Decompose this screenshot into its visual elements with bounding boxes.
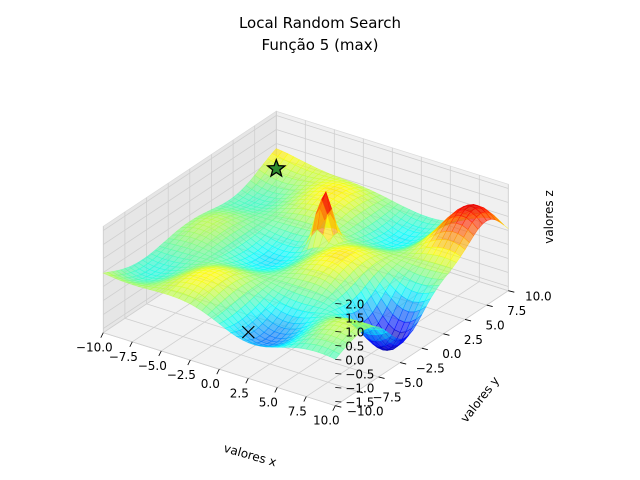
x-tick-mark <box>187 359 191 366</box>
y-tick-mark <box>443 333 450 336</box>
y-tick-label: 0.0 <box>442 347 461 361</box>
x-tick-label: −7.5 <box>109 350 138 364</box>
grid-line <box>103 115 277 231</box>
start-point-x-marker <box>241 325 255 339</box>
z-tick-label: −1.5 <box>345 396 374 410</box>
axis-ticks: −10.0−7.5−5.0−2.50.02.55.07.510.0−10.0−7… <box>76 290 552 428</box>
y-tick-label: 2.5 <box>464 333 483 347</box>
y-tick-label: 5.0 <box>486 318 505 332</box>
z-tick-label: 0.0 <box>345 354 364 368</box>
x-tick-label: −5.0 <box>138 359 167 373</box>
x-tick-label: 7.5 <box>288 405 307 419</box>
z-tick-mark <box>335 303 342 305</box>
x-tick-label: 10.0 <box>313 414 340 428</box>
x-tick-mark <box>216 369 220 375</box>
z-tick-mark <box>335 401 342 403</box>
z-tick-label: 2.0 <box>345 298 364 312</box>
y-axis-label: valores y <box>458 374 502 425</box>
x-tick-label: 0.0 <box>201 377 220 391</box>
z-tick-mark <box>335 331 342 333</box>
x-tick-mark <box>303 396 307 402</box>
grid-line <box>103 129 277 245</box>
z-tick-mark <box>335 345 342 347</box>
grid-line <box>276 115 509 189</box>
y-tick-mark <box>421 347 428 351</box>
surface-patch <box>329 350 341 360</box>
y-tick-mark <box>335 405 342 408</box>
y-tick-mark <box>378 376 385 379</box>
chart-title: Local Random Search <box>239 14 401 32</box>
grid-line <box>103 157 277 273</box>
y-tick-label: −2.5 <box>416 362 445 376</box>
y-tick-label: −5.0 <box>394 376 423 390</box>
markers <box>241 157 287 339</box>
x-tick-mark <box>158 350 162 357</box>
x-tick-mark <box>100 332 104 338</box>
y-tick-mark <box>486 304 493 307</box>
z-tick-label: 1.5 <box>345 312 364 326</box>
x-tick-label: 2.5 <box>230 386 249 400</box>
z-tick-label: −0.5 <box>345 368 374 382</box>
y-tick-label: −10.0 <box>347 405 384 419</box>
x-tick-mark <box>332 405 336 411</box>
z-tick-label: 1.0 <box>345 326 364 340</box>
x-axis-label: valores x <box>222 441 278 469</box>
y-tick-mark <box>400 362 407 365</box>
x-tick-mark <box>245 378 249 384</box>
y-tick-label: 10.0 <box>525 290 552 304</box>
z-tick-label: 0.5 <box>345 340 364 354</box>
grid-line <box>103 143 277 259</box>
z-tick-mark <box>335 373 342 375</box>
x-tick-mark <box>274 387 278 393</box>
z-tick-mark <box>335 387 342 389</box>
surface-plot <box>102 148 509 360</box>
x-tick-label: −2.5 <box>167 368 196 382</box>
y-tick-mark <box>508 290 515 293</box>
z-axis-label: valores z <box>542 190 556 244</box>
x-tick-label: −10.0 <box>76 341 113 355</box>
best-point-star-marker <box>265 157 287 178</box>
y-tick-mark <box>464 319 472 322</box>
grid-line <box>276 129 509 203</box>
chart-subtitle: Função 5 (max) <box>262 36 379 54</box>
grid-line <box>276 143 509 217</box>
z-tick-mark <box>335 359 342 361</box>
y-tick-mark <box>356 390 364 394</box>
x-tick-label: 5.0 <box>259 395 278 409</box>
z-tick-label: −1.0 <box>345 382 374 396</box>
x-tick-mark <box>129 341 133 348</box>
y-tick-label: −7.5 <box>372 390 401 404</box>
z-tick-mark <box>335 317 342 319</box>
y-tick-label: 7.5 <box>507 304 526 318</box>
